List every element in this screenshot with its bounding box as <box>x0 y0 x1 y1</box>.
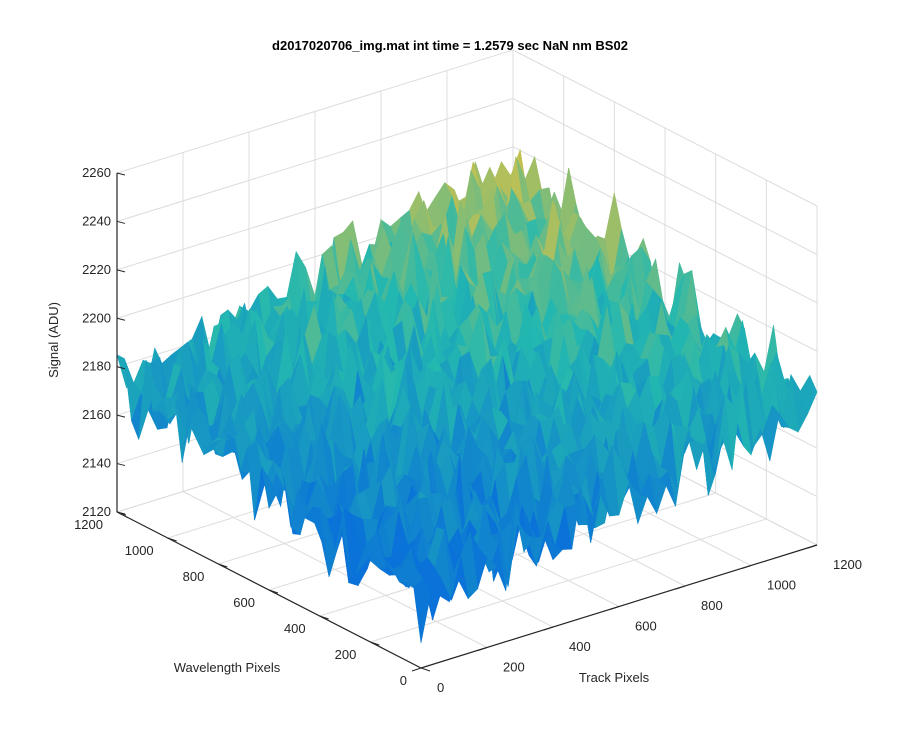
y-tick-label: 600 <box>233 595 255 610</box>
x-tick-label: 400 <box>569 639 591 654</box>
y-tick <box>370 641 380 646</box>
y-axis-label: Wavelength Pixels <box>174 660 281 675</box>
x-tick-label: 800 <box>701 598 723 613</box>
surface-patch <box>413 578 431 644</box>
x-tick <box>543 626 554 631</box>
z-tick <box>116 317 126 321</box>
x-tick <box>411 667 422 672</box>
z-tick-label: 2120 <box>82 504 111 519</box>
y-tick-label: 1200 <box>74 517 103 532</box>
y-tick-label: 200 <box>335 647 357 662</box>
grid-line <box>116 97 514 222</box>
z-tick <box>116 220 126 224</box>
y-tick <box>420 667 431 672</box>
x-tick-label: 0 <box>437 680 444 695</box>
x-tick-label: 1000 <box>767 578 796 593</box>
grid-line <box>116 146 514 271</box>
x-tick <box>675 585 686 590</box>
x-tick <box>477 647 488 651</box>
z-tick <box>116 463 126 467</box>
z-tick-label: 2240 <box>82 213 111 228</box>
surface-plot <box>116 149 818 644</box>
y-tick <box>319 615 329 620</box>
x-tick <box>609 606 620 610</box>
y-tick <box>268 589 279 594</box>
z-tick-label: 2200 <box>82 310 111 325</box>
z-tick-label: 2260 <box>82 165 111 180</box>
z-tick-label: 2160 <box>82 407 111 422</box>
z-tick-label: 2180 <box>82 359 111 374</box>
x-tick-label: 200 <box>503 660 525 675</box>
axes: 2120 2140 2160 2180 2200 2220 2240 2260 0 200 400 6… <box>74 165 862 695</box>
z-tick <box>116 414 126 418</box>
z-tick <box>116 366 126 370</box>
grid-line <box>512 97 818 255</box>
grid-line <box>319 492 716 617</box>
z-tick <box>116 269 126 273</box>
y-tick <box>218 563 228 568</box>
z-tick-label: 2140 <box>82 456 111 471</box>
y-tick-label: 0 <box>400 673 407 688</box>
z-axis-label: Signal (ADU) <box>46 302 61 378</box>
chart-title: d2017020706_img.mat int time = 1.2579 se… <box>272 38 628 53</box>
grid-line <box>512 146 818 304</box>
grid-line <box>512 49 818 207</box>
y-tick-label: 400 <box>284 621 306 636</box>
y-tick <box>116 511 127 516</box>
grid-line <box>370 518 767 643</box>
x-tick <box>741 565 752 569</box>
x-tick-label: 600 <box>635 619 657 634</box>
y-tick <box>167 537 177 542</box>
x-tick <box>807 544 818 549</box>
z-tick <box>116 172 126 176</box>
x-tick-label: 1200 <box>833 557 862 572</box>
y-tick-label: 800 <box>183 569 205 584</box>
z-tick-label: 2220 <box>82 262 111 277</box>
x-axis-label: Track Pixels <box>579 670 650 685</box>
y-tick-label: 1000 <box>125 543 154 558</box>
grid-line <box>116 49 514 174</box>
